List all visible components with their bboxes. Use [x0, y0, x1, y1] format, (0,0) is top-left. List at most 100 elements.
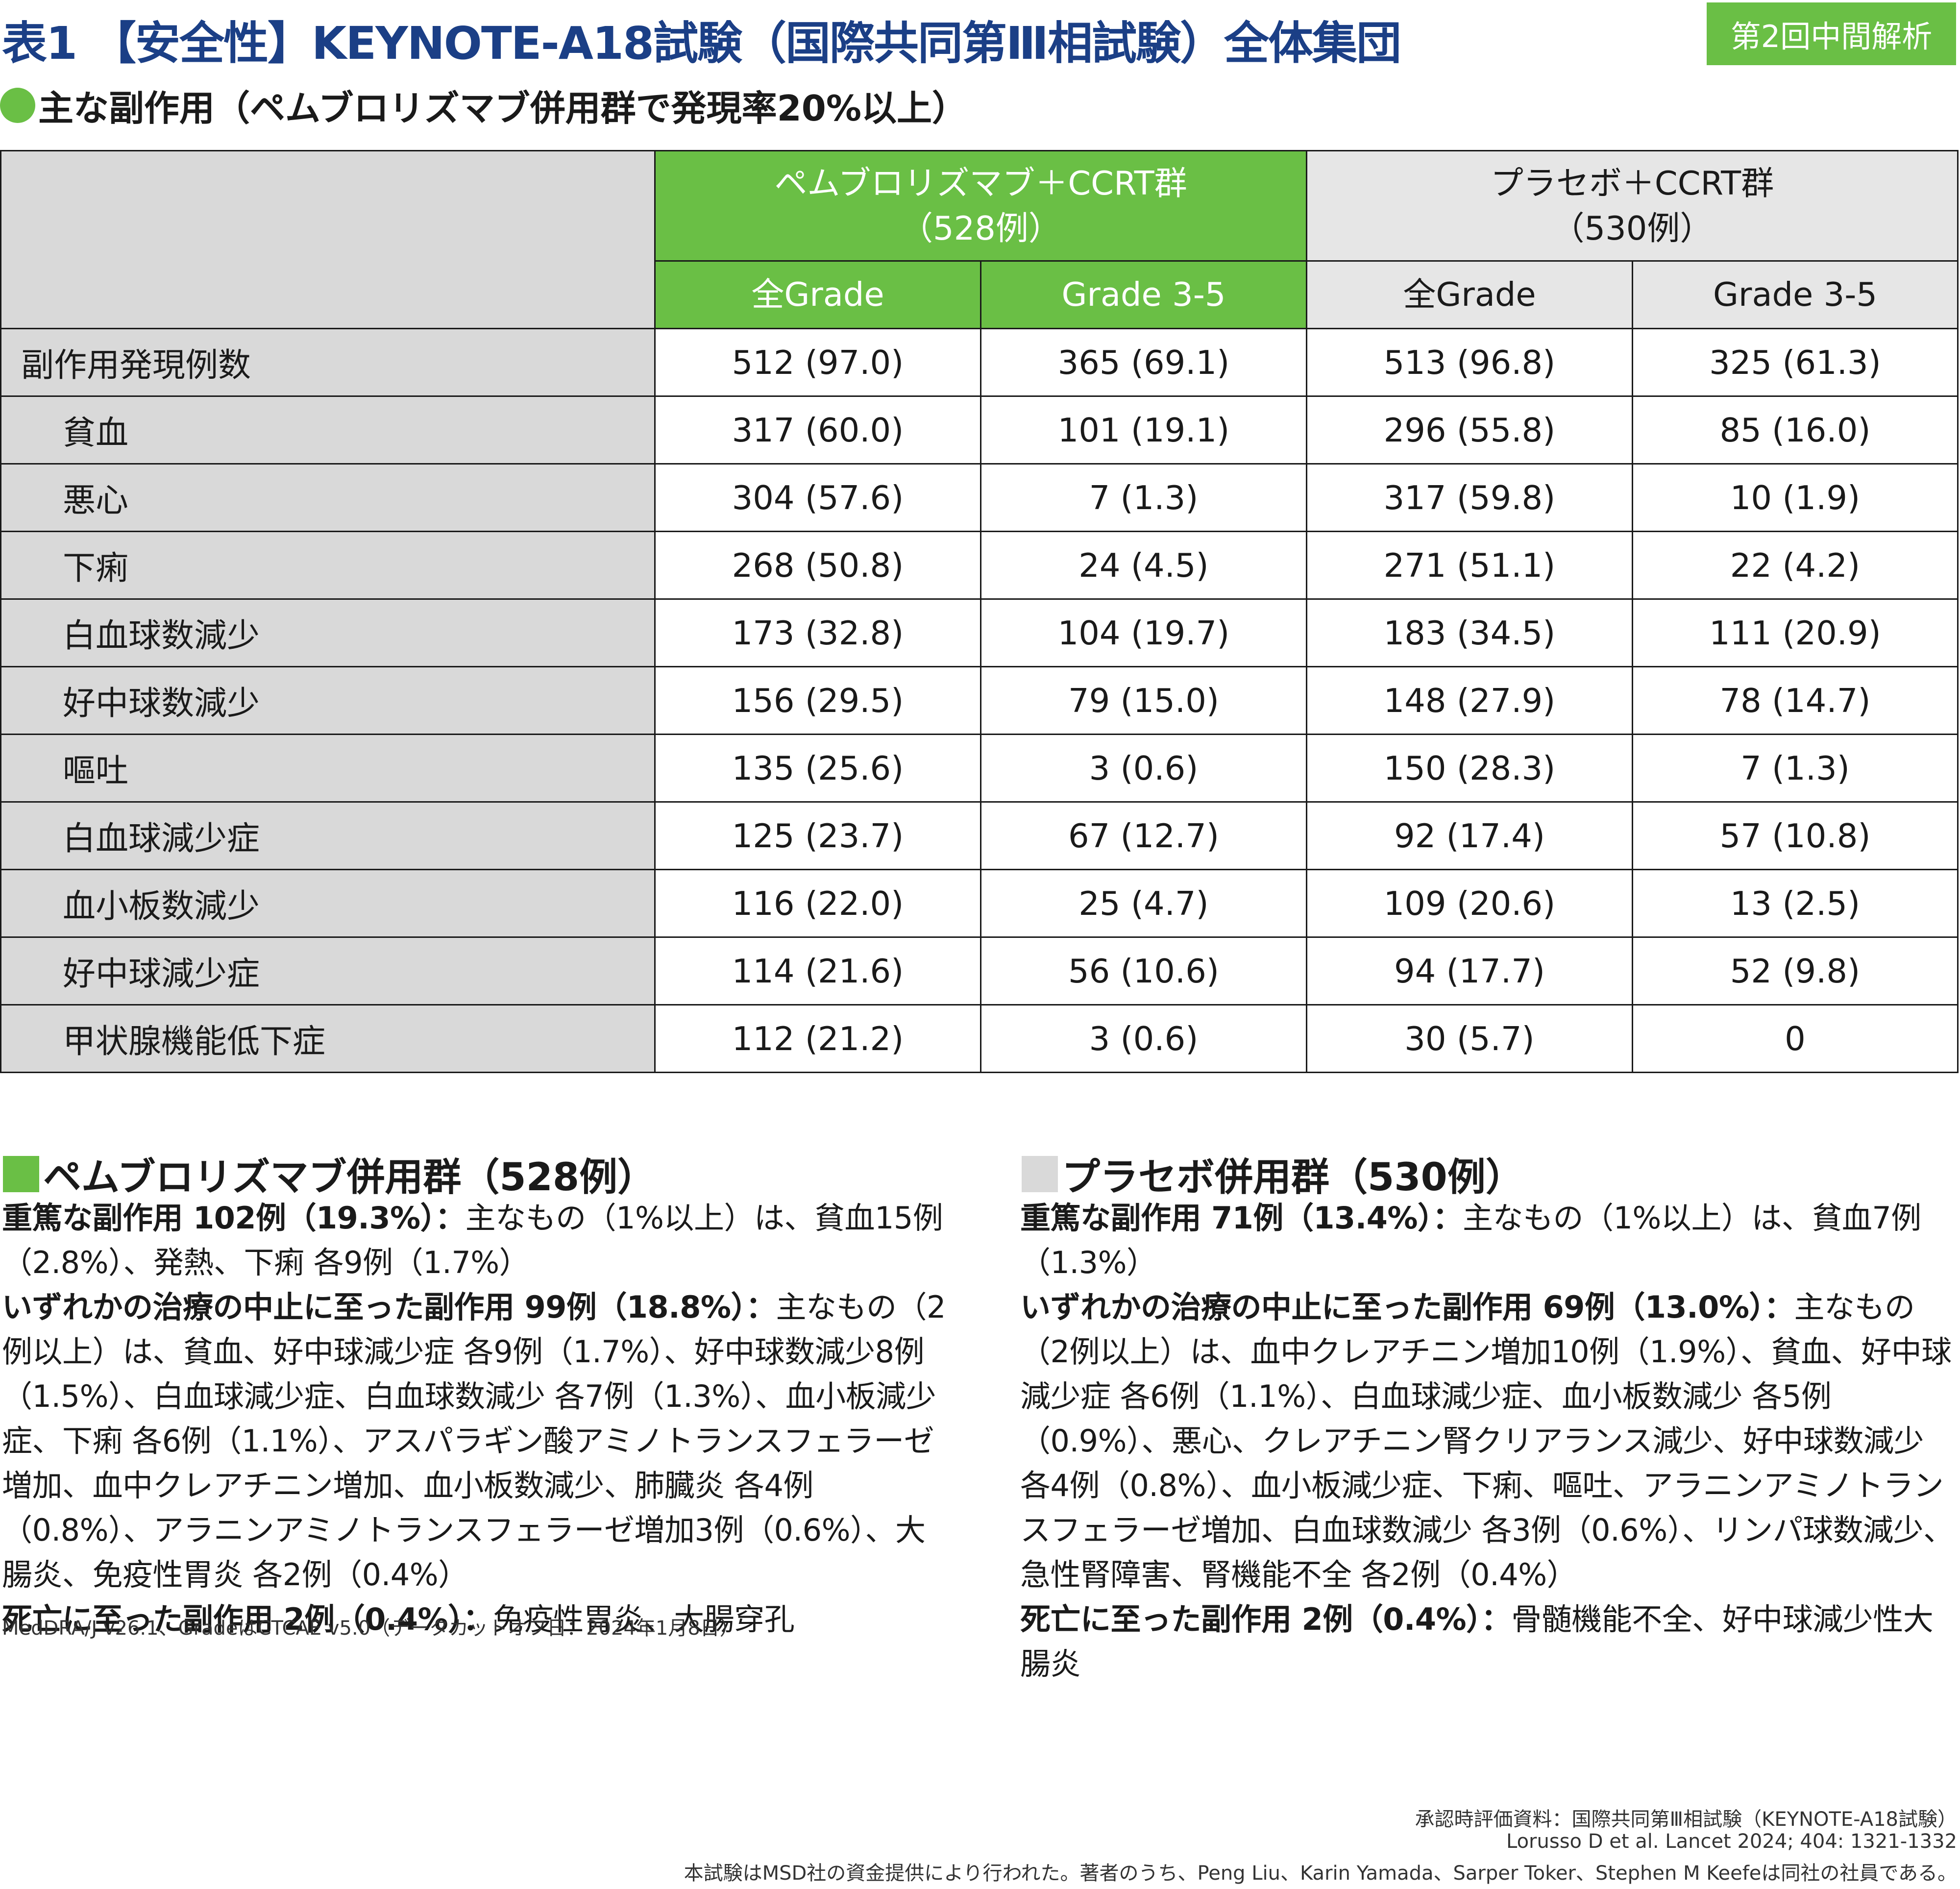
pembro-section-title: ペムブロリズマブ併用群（528例）	[3, 1147, 656, 1202]
value-cell: 365 (69.1)	[980, 328, 1307, 397]
value-cell: 109 (20.6)	[1306, 869, 1633, 938]
pembro-discontinue-text: 主なもの（2例以上）は、貧血、好中球減少症 各9例（1.7%）、好中球数減少8例…	[2, 1289, 946, 1593]
source-line-1: 承認時評価資料：国際共同第Ⅲ相試験（KEYNOTE-A18試験）	[1415, 1808, 1957, 1831]
col-placebo-all-grade: 全Grade	[1306, 260, 1633, 329]
row-label: 下痢	[0, 531, 656, 600]
value-cell: 296 (55.8)	[1306, 395, 1633, 465]
value-cell: 135 (25.6)	[654, 734, 981, 803]
placebo-serious-label: 重篤な副作用 71例（13.4%）：	[1020, 1200, 1463, 1236]
value-cell: 513 (96.8)	[1306, 328, 1633, 397]
placebo-discontinue-label: いずれかの治療の中止に至った副作用 69例（13.0%）：	[1020, 1289, 1794, 1325]
header-corner-cell	[0, 150, 656, 329]
value-cell: 22 (4.2)	[1632, 531, 1959, 600]
value-cell: 52 (9.8)	[1632, 936, 1959, 1006]
pembro-serious-label: 重篤な副作用 102例（19.3%）：	[2, 1200, 466, 1236]
placebo-serious: 重篤な副作用 71例（13.4%）：主なもの（1%以上）は、貧血7例（1.3%）	[1020, 1196, 1957, 1285]
placebo-death-text: 骨髄機能不全、好中球減少性大腸炎	[1020, 1601, 1934, 1682]
subtitle-text: 主な副作用（ペムブロリズマブ併用群で発現率20%以上）	[38, 88, 968, 129]
value-cell: 56 (10.6)	[980, 936, 1307, 1006]
table-row: 悪心 304 (57.6) 7 (1.3) 317 (59.8) 10 (1.9)	[0, 463, 1959, 532]
value-cell: 3 (0.6)	[980, 734, 1307, 803]
page-title: 表1 【安全性】KEYNOTE-A18試験（国際共同第Ⅲ相試験）全体集団	[2, 17, 1401, 70]
footnote: MedDRA/J v26.1、GradeはCTCAE v5.0（データカットオフ…	[2, 1617, 739, 1640]
value-cell: 512 (97.0)	[654, 328, 981, 397]
table-row: 白血球数減少 173 (32.8) 104 (19.7) 183 (34.5) 111 …	[0, 598, 1959, 667]
value-cell: 268 (50.8)	[654, 531, 981, 600]
placebo-section-title: プラセボ併用群（530例）	[1022, 1147, 1524, 1202]
value-cell: 7 (1.3)	[1632, 734, 1959, 803]
col-placebo-grade35: Grade 3-5	[1632, 260, 1959, 329]
value-cell: 271 (51.1)	[1306, 531, 1633, 600]
placebo-serious-text: 主なもの（1%以上）は、貧血7例（1.3%）	[1020, 1200, 1921, 1280]
pembro-group-name: ペムブロリズマブ＋CCRT群	[774, 164, 1187, 202]
value-cell: 30 (5.7)	[1306, 1004, 1633, 1073]
pembro-group-count: （528例）	[900, 209, 1061, 247]
placebo-group-name: プラセボ＋CCRT群	[1490, 164, 1774, 202]
value-cell: 67 (12.7)	[980, 801, 1307, 870]
pembro-discontinue: いずれかの治療の中止に至った副作用 99例（18.8%）：主なもの（2例以上）は…	[2, 1285, 948, 1597]
table-row: 甲状腺機能低下症 112 (21.2) 3 (0.6) 30 (5.7) 0	[0, 1004, 1959, 1073]
table-subtitle: 主な副作用（ペムブロリズマブ併用群で発現率20%以上）	[0, 79, 967, 131]
value-cell: 317 (60.0)	[654, 395, 981, 465]
placebo-death: 死亡に至った副作用 2例（0.4%）：骨髄機能不全、好中球減少性大腸炎	[1020, 1597, 1957, 1686]
value-cell: 125 (23.7)	[654, 801, 981, 870]
value-cell: 101 (19.1)	[980, 395, 1307, 465]
row-label: 好中球減少症	[0, 936, 656, 1006]
row-label: 貧血	[0, 395, 656, 465]
source-line-2: Lorusso D et al. Lancet 2024; 404: 1321-…	[1506, 1830, 1957, 1853]
value-cell: 25 (4.7)	[980, 869, 1307, 938]
placebo-section-title-text: プラセボ併用群（530例）	[1062, 1155, 1524, 1200]
row-label: 副作用発現例数	[0, 328, 656, 397]
value-cell: 156 (29.5)	[654, 666, 981, 735]
value-cell: 79 (15.0)	[980, 666, 1307, 735]
table-row: 好中球減少症 114 (21.6) 56 (10.6) 94 (17.7) 52 (9.…	[0, 936, 1959, 1006]
pembro-section-body: 重篤な副作用 102例（19.3%）：主なもの（1%以上）は、貧血15例（2.8…	[2, 1196, 948, 1642]
row-label: 血小板数減少	[0, 869, 656, 938]
row-label: 白血球数減少	[0, 598, 656, 667]
pembro-serious: 重篤な副作用 102例（19.3%）：主なもの（1%以上）は、貧血15例（2.8…	[2, 1196, 948, 1285]
value-cell: 114 (21.6)	[654, 936, 981, 1006]
green-dot-icon	[0, 87, 35, 123]
value-cell: 304 (57.6)	[654, 463, 981, 532]
pembro-discontinue-label: いずれかの治療の中止に至った副作用 99例（18.8%）：	[2, 1289, 776, 1325]
pembro-group-header: ペムブロリズマブ＋CCRT群 （528例）	[654, 150, 1307, 262]
table-body: 副作用発現例数 512 (97.0) 365 (69.1) 513 (96.8) 325…	[0, 328, 1959, 1073]
value-cell: 57 (10.8)	[1632, 801, 1959, 870]
row-label: 甲状腺機能低下症	[0, 1004, 656, 1073]
table-row: 副作用発現例数 512 (97.0) 365 (69.1) 513 (96.8) 325…	[0, 328, 1959, 397]
value-cell: 116 (22.0)	[654, 869, 981, 938]
table-row: 嘔吐 135 (25.6) 3 (0.6) 150 (28.3) 7 (1.3)	[0, 734, 1959, 803]
green-square-icon	[3, 1156, 39, 1192]
value-cell: 7 (1.3)	[980, 463, 1307, 532]
table-row: 貧血 317 (60.0) 101 (19.1) 296 (55.8) 85 (16.0…	[0, 395, 1959, 465]
placebo-section-body: 重篤な副作用 71例（13.4%）：主なもの（1%以上）は、貧血7例（1.3%）…	[1020, 1196, 1957, 1686]
row-label: 白血球減少症	[0, 801, 656, 870]
value-cell: 0	[1632, 1004, 1959, 1073]
value-cell: 183 (34.5)	[1306, 598, 1633, 667]
source-line-3: 本試験はMSD社の資金提供により行われた。著者のうち、Peng Liu、Kari…	[684, 1862, 1957, 1885]
gray-square-icon	[1022, 1156, 1058, 1192]
pembro-death-label: 死亡に至った副作用 2例（0.4%）：	[2, 1601, 493, 1637]
row-label: 嘔吐	[0, 734, 656, 803]
pembro-death: 死亡に至った副作用 2例（0.4%）：免疫性胃炎、大腸穿孔	[2, 1597, 948, 1642]
row-label: 好中球数減少	[0, 666, 656, 735]
row-label: 悪心	[0, 463, 656, 532]
pembro-serious-text: 主なもの（1%以上）は、貧血15例（2.8%）、発熱、下痢 各9例（1.7%）	[2, 1200, 943, 1280]
value-cell: 10 (1.9)	[1632, 463, 1959, 532]
value-cell: 94 (17.7)	[1306, 936, 1633, 1006]
value-cell: 13 (2.5)	[1632, 869, 1959, 938]
value-cell: 85 (16.0)	[1632, 395, 1959, 465]
adverse-events-table: ペムブロリズマブ＋CCRT群 （528例） プラセボ＋CCRT群 （530例） …	[0, 150, 1959, 1073]
value-cell: 150 (28.3)	[1306, 734, 1633, 803]
value-cell: 111 (20.9)	[1632, 598, 1959, 667]
value-cell: 24 (4.5)	[980, 531, 1307, 600]
value-cell: 317 (59.8)	[1306, 463, 1633, 532]
table-row: 血小板数減少 116 (22.0) 25 (4.7) 109 (20.6) 13 (2.…	[0, 869, 1959, 938]
value-cell: 92 (17.4)	[1306, 801, 1633, 870]
placebo-discontinue-text: 主なもの（2例以上）は、血中クレアチニン増加10例（1.9%）、貧血、好中球減少…	[1020, 1289, 1954, 1593]
table-row: 白血球減少症 125 (23.7) 67 (12.7) 92 (17.4) 57 (10…	[0, 801, 1959, 870]
col-pembro-all-grade: 全Grade	[654, 260, 981, 329]
pembro-section-title-text: ペムブロリズマブ併用群（528例）	[43, 1155, 656, 1200]
value-cell: 173 (32.8)	[654, 598, 981, 667]
placebo-group-header: プラセボ＋CCRT群 （530例）	[1306, 150, 1959, 262]
